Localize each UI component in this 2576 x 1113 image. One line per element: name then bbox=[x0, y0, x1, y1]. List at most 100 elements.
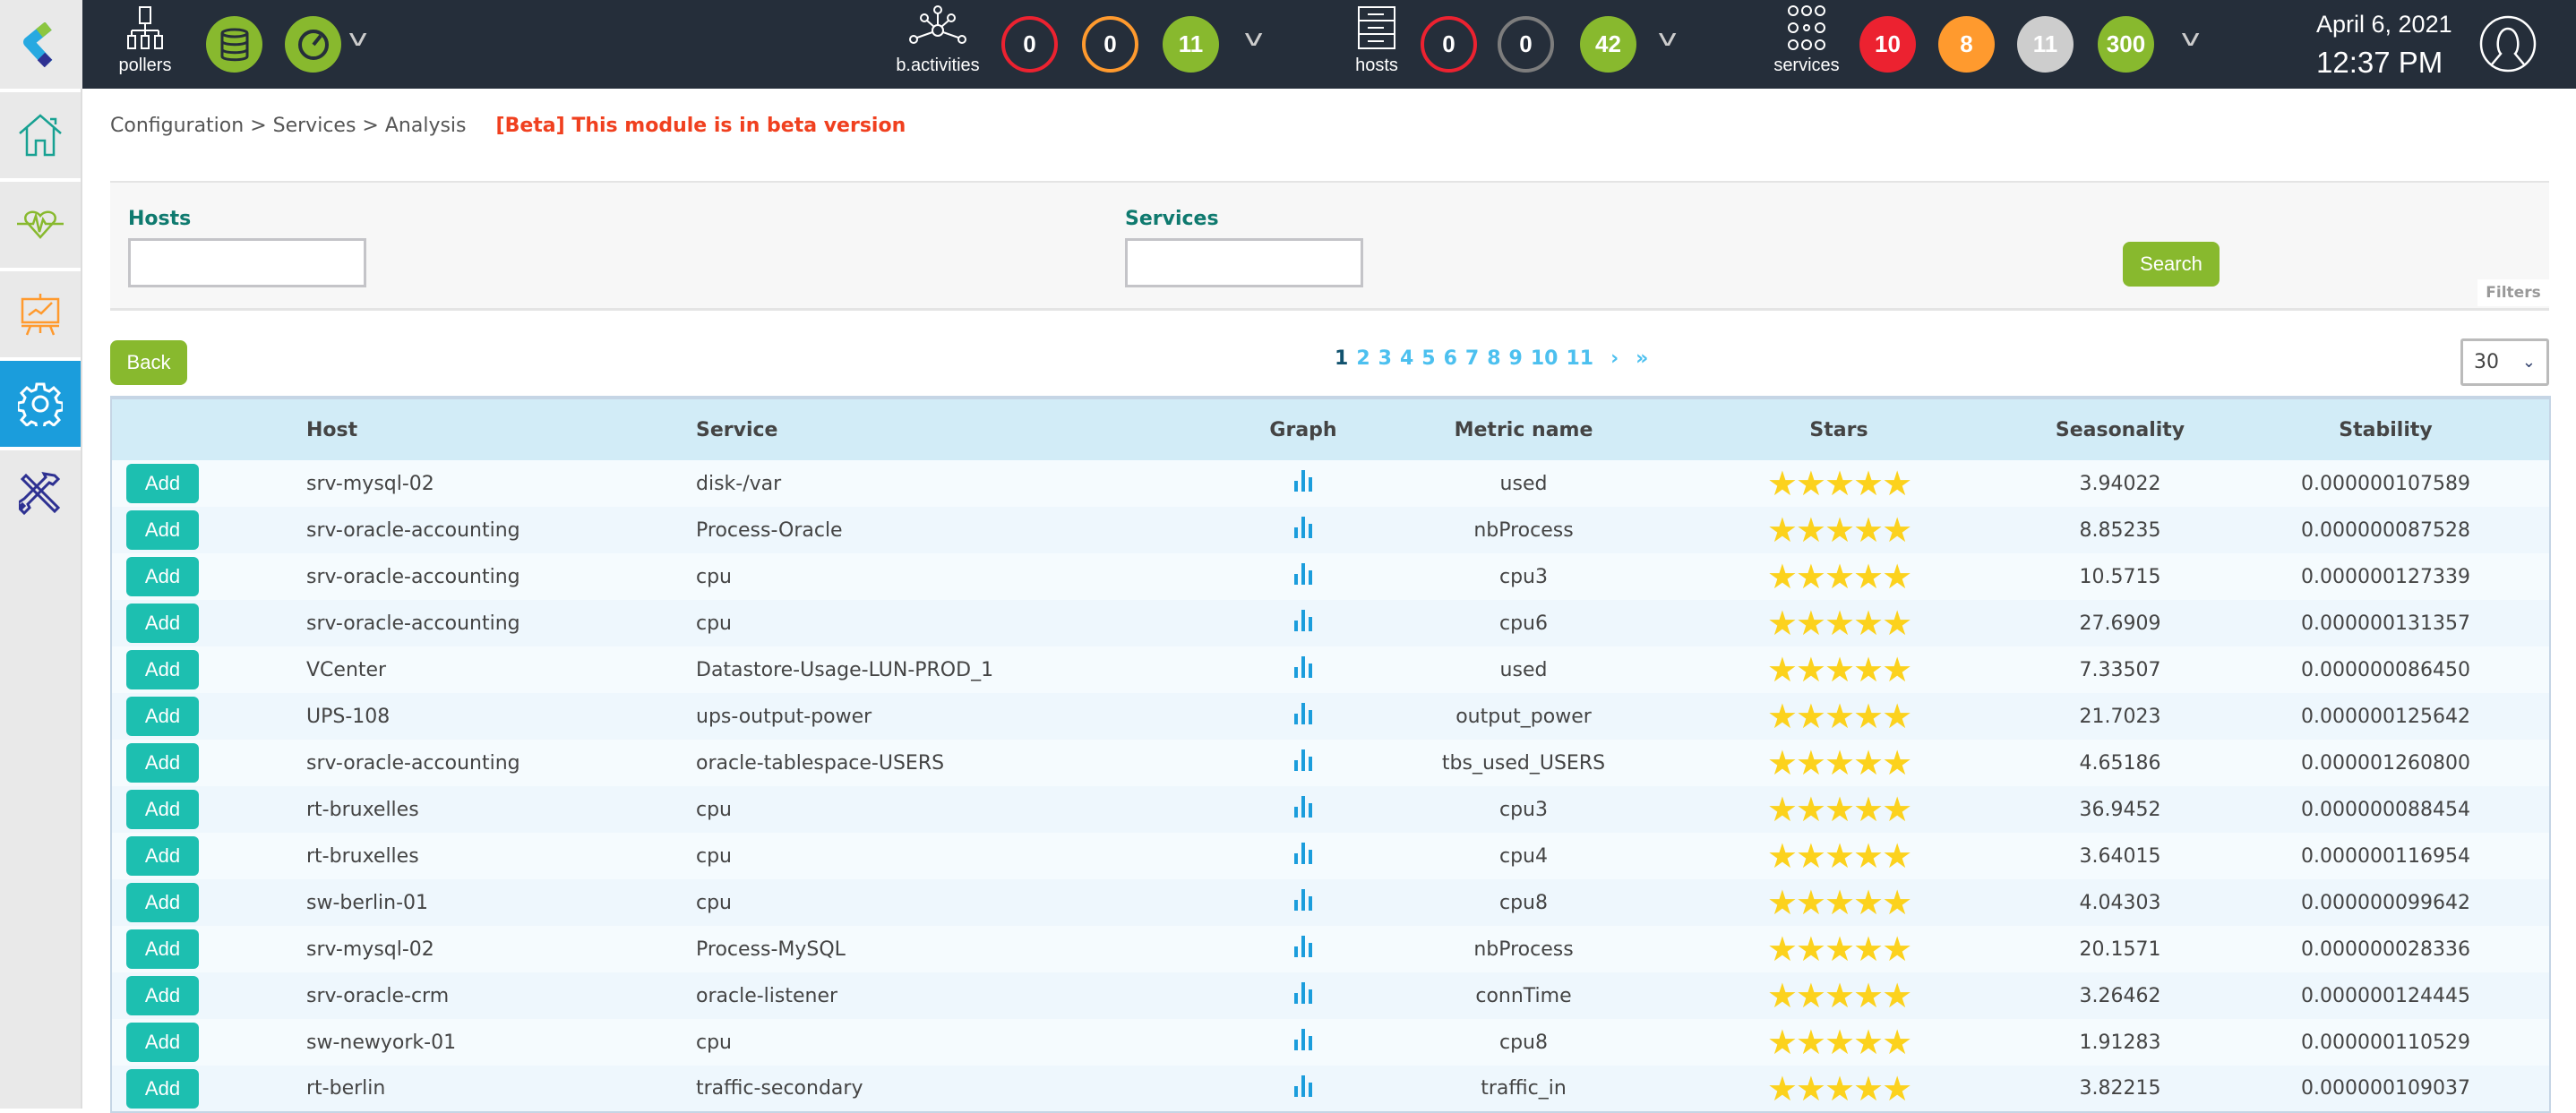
search-button[interactable]: Search bbox=[2123, 242, 2220, 287]
graph-cell[interactable] bbox=[1219, 1066, 1387, 1112]
chevron-down-icon[interactable]: v bbox=[1657, 25, 1678, 52]
graph-cell[interactable] bbox=[1219, 1019, 1387, 1066]
graph-icon[interactable] bbox=[1292, 703, 1314, 724]
hosts-button[interactable]: hosts bbox=[1336, 5, 1417, 76]
page-link-5[interactable]: 5 bbox=[1421, 347, 1436, 370]
breadcrumb-configuration[interactable]: Configuration bbox=[110, 115, 245, 137]
add-button[interactable]: Add bbox=[126, 464, 199, 503]
add-button[interactable]: Add bbox=[126, 1068, 199, 1109]
services-ok-count[interactable]: 300 bbox=[2098, 16, 2154, 73]
graph-cell[interactable] bbox=[1219, 507, 1387, 553]
graph-icon[interactable] bbox=[1292, 470, 1314, 492]
page-link-3[interactable]: 3 bbox=[1378, 347, 1392, 370]
bactivities-critical-count[interactable]: 0 bbox=[1001, 16, 1058, 73]
header-seasonality[interactable]: Seasonality bbox=[2018, 398, 2222, 460]
pollers-button[interactable]: pollers bbox=[109, 5, 181, 76]
bactivities-ok-count[interactable]: 11 bbox=[1163, 16, 1219, 73]
add-button[interactable]: Add bbox=[126, 836, 199, 876]
graph-cell[interactable] bbox=[1219, 460, 1387, 507]
add-button[interactable]: Add bbox=[126, 1023, 199, 1062]
page-link-8[interactable]: 8 bbox=[1487, 347, 1501, 370]
page-link-9[interactable]: 9 bbox=[1508, 347, 1523, 370]
breadcrumb-services[interactable]: Services bbox=[272, 115, 356, 137]
add-button[interactable]: Add bbox=[126, 790, 199, 829]
header-stars[interactable]: Stars bbox=[1660, 398, 2018, 460]
graph-cell[interactable] bbox=[1219, 879, 1387, 926]
graph-cell[interactable] bbox=[1219, 926, 1387, 972]
services-warning-count[interactable]: 8 bbox=[1938, 16, 1995, 73]
graph-icon[interactable] bbox=[1292, 889, 1314, 911]
chevron-down-icon[interactable]: v bbox=[348, 25, 368, 52]
header-host[interactable]: Host bbox=[288, 398, 682, 460]
header-stability[interactable]: Stability bbox=[2222, 398, 2550, 460]
bactivities-button[interactable]: b.activities bbox=[889, 4, 987, 76]
add-button[interactable]: Add bbox=[126, 976, 199, 1015]
graph-cell[interactable] bbox=[1219, 553, 1387, 600]
add-button[interactable]: Add bbox=[126, 510, 199, 550]
page-last[interactable]: » bbox=[1636, 347, 1649, 370]
bactivities-warning-count[interactable]: 0 bbox=[1082, 16, 1138, 73]
graph-cell[interactable] bbox=[1219, 786, 1387, 833]
stability-cell: 0.000000086450 bbox=[2222, 646, 2550, 693]
breadcrumb-analysis[interactable]: Analysis bbox=[384, 115, 467, 137]
graph-icon[interactable] bbox=[1292, 936, 1314, 957]
services-critical-count[interactable]: 10 bbox=[1859, 16, 1916, 73]
per-page-select[interactable]: 30 ⌄ bbox=[2460, 338, 2549, 386]
back-button[interactable]: Back bbox=[110, 340, 187, 385]
sidebar-item-administration[interactable] bbox=[0, 447, 81, 536]
graph-cell[interactable] bbox=[1219, 693, 1387, 740]
add-button[interactable]: Add bbox=[126, 557, 199, 596]
add-button[interactable]: Add bbox=[126, 743, 199, 783]
services-unknown-count[interactable]: 11 bbox=[2017, 16, 2074, 73]
graph-icon[interactable] bbox=[1292, 749, 1314, 771]
add-button[interactable]: Add bbox=[126, 650, 199, 689]
service-cell: Datastore-Usage-LUN-PROD_1 bbox=[682, 646, 1219, 693]
graph-icon[interactable] bbox=[1292, 843, 1314, 864]
graph-icon[interactable] bbox=[1292, 1029, 1314, 1050]
sidebar-item-reporting[interactable] bbox=[0, 268, 81, 357]
graph-cell[interactable] bbox=[1219, 646, 1387, 693]
hosts-up-count[interactable]: 42 bbox=[1580, 16, 1636, 73]
graph-cell[interactable] bbox=[1219, 972, 1387, 1019]
graph-cell[interactable] bbox=[1219, 600, 1387, 646]
sidebar-item-home[interactable] bbox=[0, 89, 81, 178]
graph-icon[interactable] bbox=[1292, 610, 1314, 631]
graph-icon[interactable] bbox=[1292, 1074, 1314, 1097]
page-link-6[interactable]: 6 bbox=[1443, 347, 1457, 370]
hosts-unreachable-count[interactable]: 0 bbox=[1498, 16, 1554, 73]
page-link-11[interactable]: 11 bbox=[1566, 347, 1594, 370]
page-link-10[interactable]: 10 bbox=[1530, 347, 1558, 370]
page-link-1[interactable]: 1 bbox=[1335, 347, 1349, 370]
database-status-icon[interactable] bbox=[206, 16, 262, 73]
graph-cell[interactable] bbox=[1219, 740, 1387, 786]
graph-icon[interactable] bbox=[1292, 517, 1314, 538]
page-link-7[interactable]: 7 bbox=[1464, 347, 1480, 370]
user-avatar-icon[interactable] bbox=[2479, 14, 2537, 77]
add-button[interactable]: Add bbox=[126, 697, 199, 736]
page-link-2[interactable]: 2 bbox=[1356, 347, 1370, 370]
hosts-filter-input[interactable] bbox=[128, 238, 366, 287]
graph-icon[interactable] bbox=[1292, 563, 1314, 585]
metric-cell: cpu8 bbox=[1387, 879, 1660, 926]
services-icon bbox=[1788, 5, 1825, 50]
sidebar-item-configuration[interactable] bbox=[0, 357, 81, 447]
chevron-down-icon[interactable]: v bbox=[1243, 25, 1264, 52]
graph-icon[interactable] bbox=[1292, 982, 1314, 1004]
latency-gauge-icon[interactable] bbox=[285, 16, 341, 73]
header-metric-name[interactable]: Metric name bbox=[1387, 398, 1660, 460]
chevron-down-icon[interactable]: v bbox=[2180, 25, 2201, 52]
header-service[interactable]: Service bbox=[682, 398, 1219, 460]
graph-icon[interactable] bbox=[1292, 656, 1314, 678]
services-button[interactable]: services bbox=[1757, 4, 1856, 76]
services-filter-input[interactable] bbox=[1125, 238, 1363, 287]
hosts-down-count[interactable]: 0 bbox=[1421, 16, 1477, 73]
add-button[interactable]: Add bbox=[126, 929, 199, 969]
add-button[interactable]: Add bbox=[126, 883, 199, 922]
page-link-4[interactable]: 4 bbox=[1399, 347, 1414, 370]
graph-icon[interactable] bbox=[1292, 796, 1314, 818]
sidebar-item-monitoring[interactable] bbox=[0, 178, 81, 268]
page-next[interactable]: › bbox=[1610, 347, 1619, 370]
add-button[interactable]: Add bbox=[126, 604, 199, 643]
graph-cell[interactable] bbox=[1219, 833, 1387, 879]
centreon-logo[interactable] bbox=[0, 0, 82, 89]
